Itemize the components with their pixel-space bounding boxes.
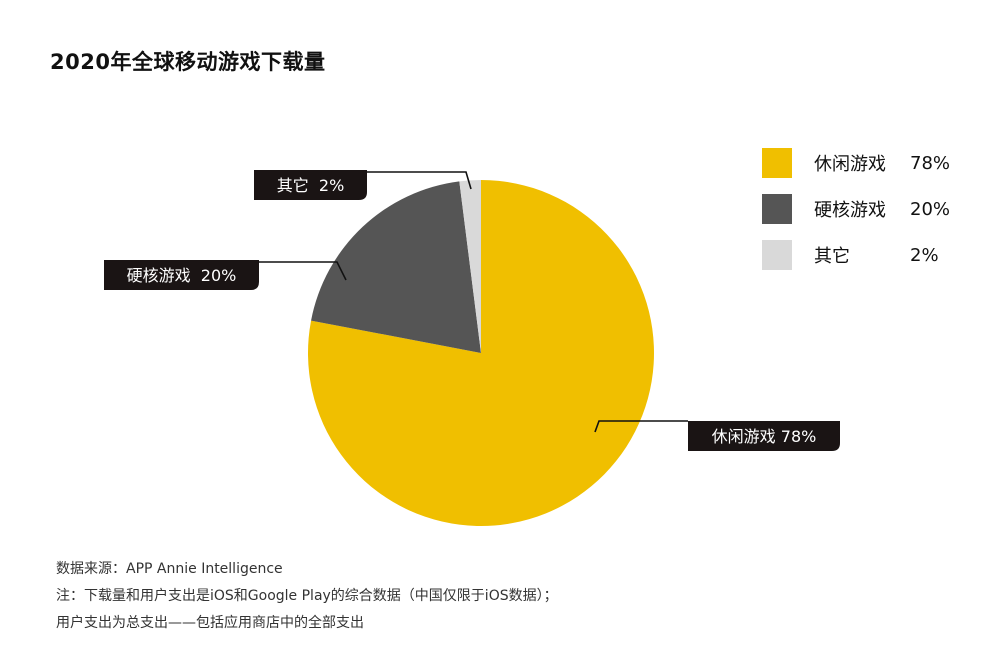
callout-other: 其它 2% bbox=[254, 170, 472, 200]
legend-label: 休闲游戏 bbox=[814, 154, 886, 175]
legend: 休闲游戏 78% 硬核游戏 20% 其它 2% bbox=[762, 148, 950, 286]
footnote-1: 注：下载量和用户支出是iOS和Google Play的综合数据（中国仅限于iOS… bbox=[56, 588, 558, 604]
legend-percent: 2% bbox=[910, 244, 939, 266]
pie-slices bbox=[308, 180, 654, 526]
callout-hardcore: 硬核游戏 20% bbox=[104, 260, 347, 290]
callout-box bbox=[688, 421, 840, 451]
footer-notes: 数据来源：APP Annie Intelligence 注：下载量和用户支出是i… bbox=[56, 556, 558, 637]
legend-percent: 20% bbox=[910, 198, 951, 220]
chart-title: 2020年全球移动游戏下载量 bbox=[50, 50, 326, 74]
callout-leader-line bbox=[258, 261, 347, 281]
callout-box bbox=[104, 260, 259, 290]
pie-callouts: 休闲游戏 78% 硬核游戏 20% 其它 2% bbox=[104, 170, 840, 451]
legend-label: 其它 bbox=[814, 246, 850, 267]
callout-casual: 休闲游戏 78% bbox=[594, 420, 840, 451]
legend-swatch-other bbox=[762, 240, 792, 270]
legend-item-casual: 休闲游戏 78% bbox=[762, 148, 950, 178]
callout-leader-line bbox=[594, 420, 688, 433]
slice-other bbox=[459, 180, 481, 353]
legend-swatch-hardcore bbox=[762, 194, 792, 224]
callout-leader-line bbox=[367, 171, 472, 190]
legend-item-other: 其它 2% bbox=[762, 240, 950, 270]
callout-label: 休闲游戏 78% bbox=[712, 427, 817, 446]
legend-label: 硬核游戏 bbox=[814, 200, 886, 221]
legend-swatch-casual bbox=[762, 148, 792, 178]
source-note: 数据来源：APP Annie Intelligence bbox=[56, 561, 283, 577]
callout-label: 其它 2% bbox=[277, 176, 345, 195]
legend-percent: 78% bbox=[910, 152, 951, 174]
callout-label: 硬核游戏 20% bbox=[127, 266, 237, 285]
legend-item-hardcore: 硬核游戏 20% bbox=[762, 194, 950, 224]
slice-hardcore bbox=[311, 181, 481, 353]
callout-box bbox=[254, 170, 367, 200]
footnote-2: 用户支出为总支出——包括应用商店中的全部支出 bbox=[56, 615, 364, 631]
